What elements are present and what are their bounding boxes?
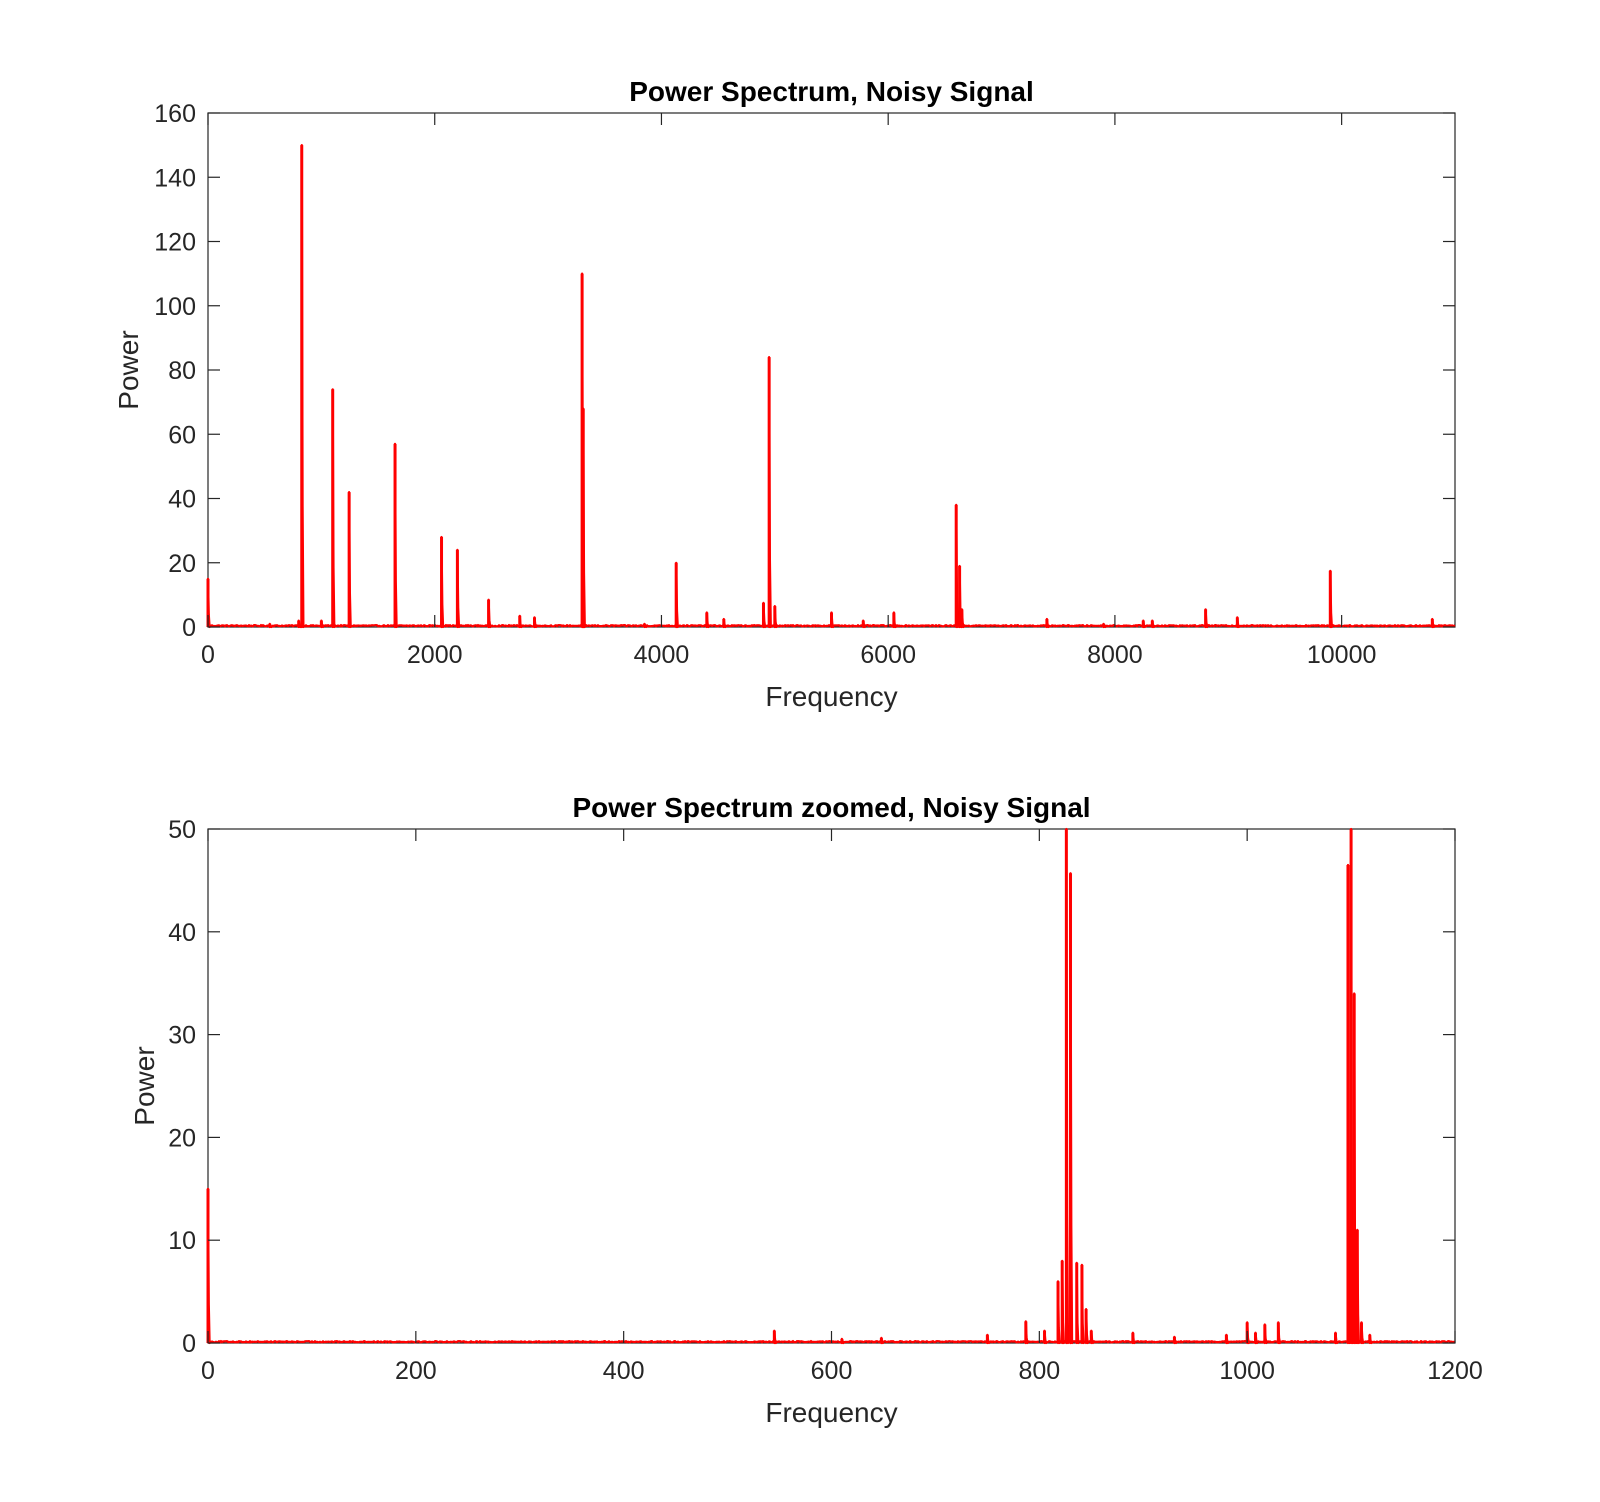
y-tick-label: 20 (168, 550, 196, 578)
spectrum-series-line (206, 144, 1456, 629)
x-tick-label: 2000 (407, 641, 463, 669)
x-tick-label: 200 (395, 1357, 437, 1385)
x-tick-label: 1000 (1219, 1357, 1275, 1385)
y-tick-label: 20 (168, 1124, 196, 1152)
x-axis-label: Frequency (765, 1397, 897, 1428)
chart-title: Power Spectrum zoomed, Noisy Signal (572, 792, 1090, 823)
y-tick-label: 30 (168, 1022, 196, 1050)
y-tick-label: 40 (168, 919, 196, 947)
x-tick-label: 1200 (1427, 1357, 1483, 1385)
axes-box (207, 828, 1456, 1344)
power-spectrum-plot: 0 2000 4000 6000 8000 10000 0 20 40 60 80 100 120 140… (113, 76, 1456, 712)
y-tick-label: 40 (168, 486, 196, 514)
y-axis-label: Power (113, 330, 144, 409)
x-tick-label: 8000 (1087, 641, 1143, 669)
y-axis-label: Power (129, 1046, 160, 1125)
y-tick-label: 0 (182, 614, 196, 642)
axes-box (207, 112, 1456, 628)
x-axis-label: Frequency (765, 681, 897, 712)
chart-title: Power Spectrum, Noisy Signal (629, 76, 1034, 107)
y-tick-label: 140 (154, 164, 196, 192)
x-tick-label: 400 (603, 1357, 645, 1385)
y-tick-label: 60 (168, 421, 196, 449)
y-tick-label: 10 (168, 1227, 196, 1255)
y-tick-label: 50 (168, 816, 196, 844)
y-tick-label: 120 (154, 229, 196, 257)
x-tick-label: 4000 (634, 641, 690, 669)
power-spectrum-zoomed-plot: 0 200 400 600 800 1000 1200 0 10 20 30 40 50 Power Sp… (129, 792, 1483, 1428)
y-tick-label: 160 (154, 100, 196, 128)
x-tick-label: 6000 (860, 641, 916, 669)
x-tick-label: 0 (201, 641, 215, 669)
x-tick-label: 10000 (1307, 641, 1377, 669)
y-tick-label: 80 (168, 357, 196, 385)
x-tick-label: 600 (811, 1357, 853, 1385)
x-tick-label: 0 (201, 1357, 215, 1385)
x-tick-label: 800 (1018, 1357, 1060, 1385)
y-tick-label: 0 (182, 1330, 196, 1358)
y-tick-label: 100 (154, 293, 196, 321)
